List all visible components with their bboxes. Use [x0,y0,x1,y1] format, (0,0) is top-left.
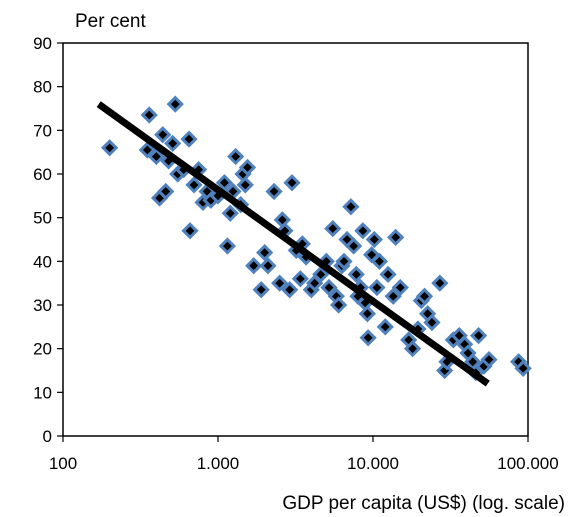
data-point [376,318,394,336]
data-point [147,147,165,166]
trendline-group [96,101,490,387]
data-point [215,174,234,192]
data-point [283,174,301,192]
data-point [181,222,199,240]
data-point [431,274,449,292]
data-point [480,350,498,369]
data-point [138,141,156,159]
y-tick-label: 60 [33,165,52,184]
data-point [423,313,441,332]
data-point [180,130,198,148]
y-tick-label: 80 [33,78,52,97]
x-axis-title: GDP per capita (US$) (log. scale) [282,493,565,514]
data-point [514,359,532,377]
data-point [281,281,299,299]
data-point [221,204,239,222]
data-point [166,95,184,113]
data-point [238,158,257,177]
y-axis: 0 10 20 30 40 50 60 70 80 90 [33,34,63,446]
data-point [271,274,289,292]
data-point [140,106,158,124]
data-point [335,252,353,270]
y-tick-label: 10 [33,383,52,402]
plot-area [62,42,529,437]
data-point [291,270,310,288]
y-tick-label: 90 [33,34,52,53]
data-point [227,147,245,166]
y-axis-title: Per cent [75,11,146,32]
data-point [403,340,422,358]
data-point [359,329,377,347]
data-point [252,281,270,299]
data-point [256,243,274,262]
data-point [415,287,434,305]
data-point [312,265,330,284]
data-point [347,265,365,284]
data-point [101,139,119,157]
y-tick-label: 50 [33,209,52,228]
y-tick-label: 70 [33,121,52,140]
data-point [391,278,409,297]
data-point [384,287,402,305]
data-point [154,126,172,144]
data-point [259,257,277,275]
y-tick-label: 30 [33,296,52,315]
trendline [96,101,490,387]
data-point [236,176,254,194]
data-point [370,252,389,270]
data-point [218,237,237,255]
data-point [320,278,338,297]
data-point [365,230,383,249]
data-point [157,182,175,201]
data-point [185,176,203,194]
data-point [345,237,363,255]
y-tick-label: 40 [33,252,52,271]
data-point [245,257,263,275]
x-tick-label: 10.000 [347,454,399,473]
data-point [368,278,386,297]
data-point [469,326,488,345]
data-point [358,305,377,323]
x-tick-label: 1.000 [197,454,240,473]
data-point [324,219,342,238]
x-tick-label: 100 [49,454,77,473]
data-point [354,222,372,240]
x-axis: 100 1.000 10.000 100.000 [49,436,559,473]
data-point [379,265,397,284]
data-point [164,134,182,153]
x-tick-label: 100.000 [497,454,558,473]
data-point [342,198,360,216]
y-tick-label: 0 [43,427,52,446]
data-point [329,296,348,314]
data-point [265,182,283,201]
y-tick-label: 20 [33,340,52,359]
data-point [387,228,405,246]
